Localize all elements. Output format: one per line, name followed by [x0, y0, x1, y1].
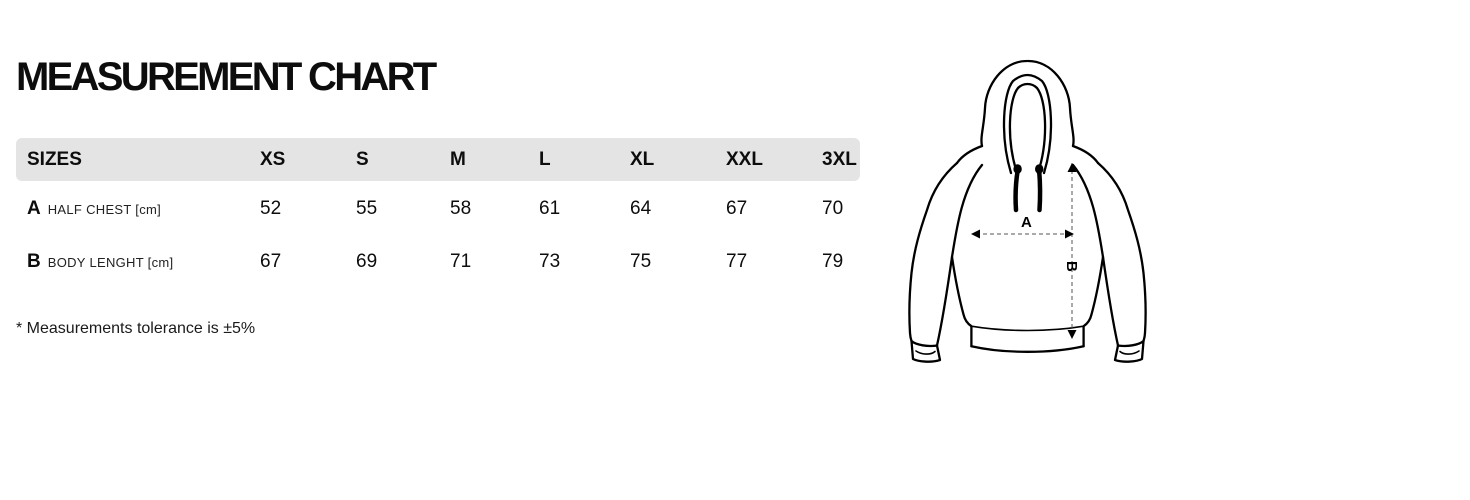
svg-text:B: B	[1063, 261, 1080, 272]
svg-text:A: A	[1021, 214, 1032, 231]
